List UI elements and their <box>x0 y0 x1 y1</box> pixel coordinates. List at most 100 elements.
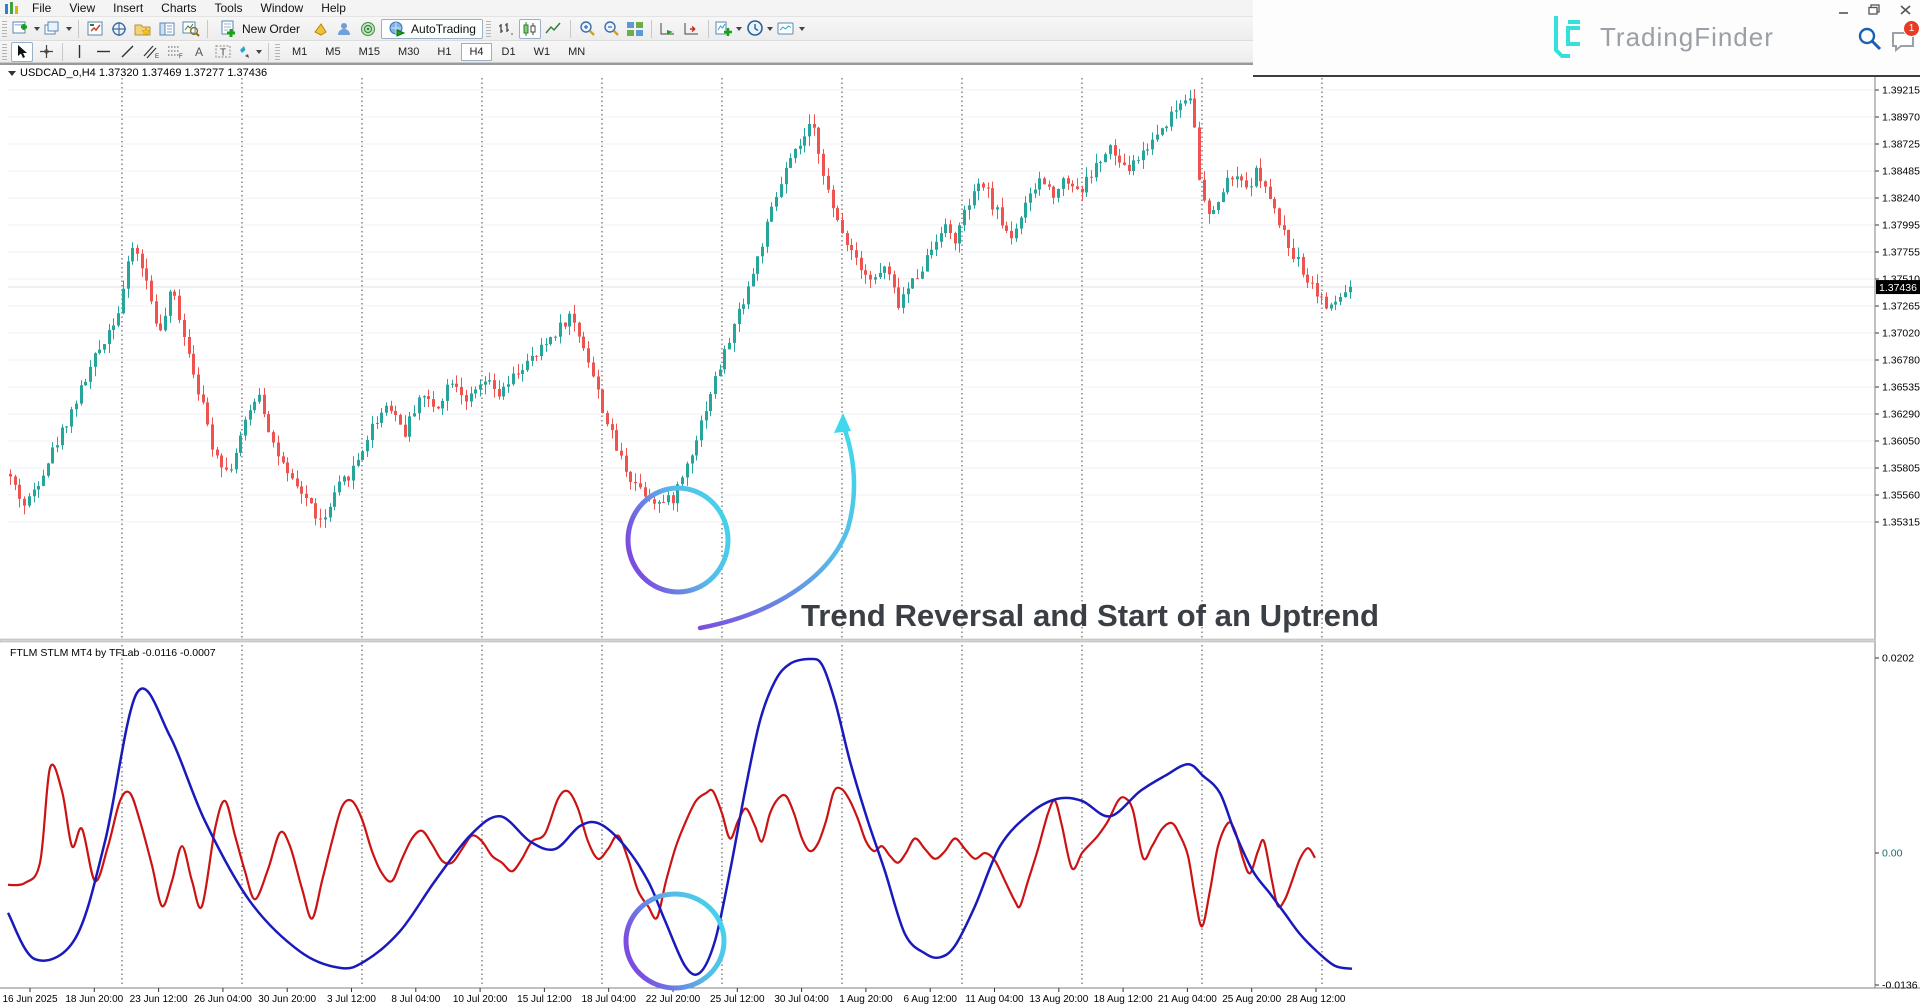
svg-text:F: F <box>179 54 183 59</box>
restore-button[interactable] <box>1863 3 1885 16</box>
arrows-button[interactable] <box>236 42 263 62</box>
chart-shift-button[interactable] <box>681 19 703 39</box>
brand-name: TradingFinder <box>1600 21 1774 52</box>
time-axis-label: 25 Aug 20:00 <box>1222 994 1281 1005</box>
chart-window[interactable]: USDCAD_o,H4 1.37320 1.37469 1.37277 1.37… <box>0 63 1920 1005</box>
collapse-icon[interactable] <box>8 71 16 76</box>
menu-item-charts[interactable]: Charts <box>161 1 197 15</box>
toolbar-drag-handle[interactable] <box>2 43 7 60</box>
menu-bar: File View Insert Charts Tools Window Help <box>23 0 355 16</box>
annotation-arrow <box>697 422 857 631</box>
templates-button[interactable] <box>776 19 806 39</box>
toolbar-separator <box>650 19 652 38</box>
menu-item-tools[interactable]: Tools <box>214 1 243 15</box>
vertical-line-icon <box>78 45 80 58</box>
expert-advisors-icon <box>313 22 327 36</box>
timeframe-button-d1[interactable]: D1 <box>501 45 516 58</box>
fibonacci-button[interactable]: F <box>164 42 186 62</box>
new-chart-icon <box>12 21 27 33</box>
cursor-button[interactable] <box>11 41 33 62</box>
indicators-icon <box>715 21 732 36</box>
navigator-icon <box>134 24 151 36</box>
tile-windows-button[interactable] <box>624 19 646 39</box>
zoom-in-button[interactable] <box>576 19 598 39</box>
search-icon[interactable] <box>1857 26 1883 52</box>
alerts-button[interactable] <box>357 19 379 39</box>
timeframe-button-m1[interactable]: M1 <box>292 45 308 58</box>
time-axis-label: 18 Jun 20:00 <box>65 994 123 1005</box>
timeframe-button-m30[interactable]: M30 <box>397 45 420 58</box>
zoom-in-icon <box>580 21 595 36</box>
cursor-icon <box>17 45 27 58</box>
symbol-ohlc-text: USDCAD_o,H4 1.37320 1.37469 1.37277 1.37… <box>20 67 268 79</box>
menu-item-view[interactable]: View <box>69 1 96 15</box>
menu-item-window[interactable]: Window <box>260 1 304 15</box>
text-label-button[interactable]: T <box>212 42 234 62</box>
price-axis-label: 1.37755 <box>1882 247 1920 259</box>
new-chart-button[interactable] <box>11 19 41 39</box>
autotrading-label: AutoTrading <box>411 21 476 36</box>
expert-advisors-button[interactable] <box>309 19 331 39</box>
menu-item-insert[interactable]: Insert <box>113 1 144 15</box>
equidistant-channel-button[interactable]: E <box>140 42 162 62</box>
timeframe-button-h1[interactable]: H1 <box>437 45 452 58</box>
data-window-button[interactable] <box>108 19 130 39</box>
line-chart-button[interactable] <box>543 19 565 39</box>
bar-chart-icon <box>499 22 514 34</box>
autotrading-button[interactable]: AutoTrading <box>381 18 483 39</box>
indicators-button[interactable] <box>714 19 743 39</box>
market-watch-button[interactable] <box>84 19 106 39</box>
menu-item-help[interactable]: Help <box>321 1 346 15</box>
profiles-button[interactable] <box>43 19 73 39</box>
time-axis-label: 21 Aug 04:00 <box>1158 994 1217 1005</box>
toolbar-separator <box>207 19 208 38</box>
line-chart-icon <box>545 22 561 33</box>
fibonacci-icon: F <box>167 46 183 59</box>
price-axis-label: 1.35315 <box>1882 517 1920 529</box>
indicator-axis-label: 0.0202 <box>1882 653 1914 665</box>
bar-chart-button[interactable] <box>495 19 517 39</box>
auto-scroll-button[interactable] <box>657 19 679 39</box>
timeframe-button-mn[interactable]: MN <box>568 45 586 58</box>
toolbar-drag-handle[interactable] <box>275 43 280 60</box>
close-button[interactable] <box>1894 3 1916 16</box>
new-order-button[interactable]: New Order <box>213 19 307 39</box>
metaeditor-button[interactable] <box>333 19 355 39</box>
toolbar-separator <box>707 19 709 38</box>
candlestick-chart-icon <box>523 21 536 36</box>
zoom-out-icon <box>604 21 619 36</box>
terminal-button[interactable] <box>156 19 178 39</box>
candlestick-chart-button[interactable] <box>518 18 541 39</box>
menu-item-file[interactable]: File <box>32 1 52 15</box>
panel-divider <box>0 638 1876 643</box>
toolbar-separator <box>62 42 63 61</box>
time-axis-label: 18 Jul 04:00 <box>581 994 636 1005</box>
timeframe-button-h4[interactable]: H4 <box>461 42 492 61</box>
trendline-button[interactable] <box>116 42 138 62</box>
tile-windows-icon <box>626 21 643 36</box>
arrows-icon <box>240 46 249 58</box>
timeframe-button-m5[interactable]: M5 <box>325 45 341 58</box>
toolbar-drag-handle[interactable] <box>2 20 7 37</box>
text-button[interactable]: A <box>188 42 210 62</box>
minimize-button[interactable] <box>1832 3 1854 16</box>
timeframe-button-m15[interactable]: M15 <box>358 45 380 58</box>
svg-text:A: A <box>195 45 203 59</box>
timeframe-button-w1[interactable]: W1 <box>533 45 551 58</box>
horizontal-line-button[interactable] <box>92 42 114 62</box>
annotation-circle-indicator <box>623 891 727 991</box>
strategy-tester-button[interactable] <box>180 19 202 39</box>
crosshair-button[interactable] <box>35 42 57 62</box>
time-axis-label: 3 Jul 12:00 <box>327 994 376 1005</box>
vertical-line-button[interactable] <box>68 42 90 62</box>
chevron-down-icon <box>766 26 773 31</box>
zoom-out-button[interactable] <box>600 19 622 39</box>
toolbar-drag-handle[interactable] <box>485 20 491 37</box>
chart-canvas[interactable]: 1.39215 1.38970 1.38725 1.38485 1.38240 1.379… <box>0 64 1920 1006</box>
periods-button[interactable] <box>745 19 774 39</box>
toolbar-separator <box>78 19 79 38</box>
annotation-arrowhead <box>834 413 851 433</box>
navigator-button[interactable] <box>132 19 154 39</box>
price-axis-label: 1.37995 <box>1882 220 1920 232</box>
price-axis-label: 1.36780 <box>1882 355 1920 367</box>
